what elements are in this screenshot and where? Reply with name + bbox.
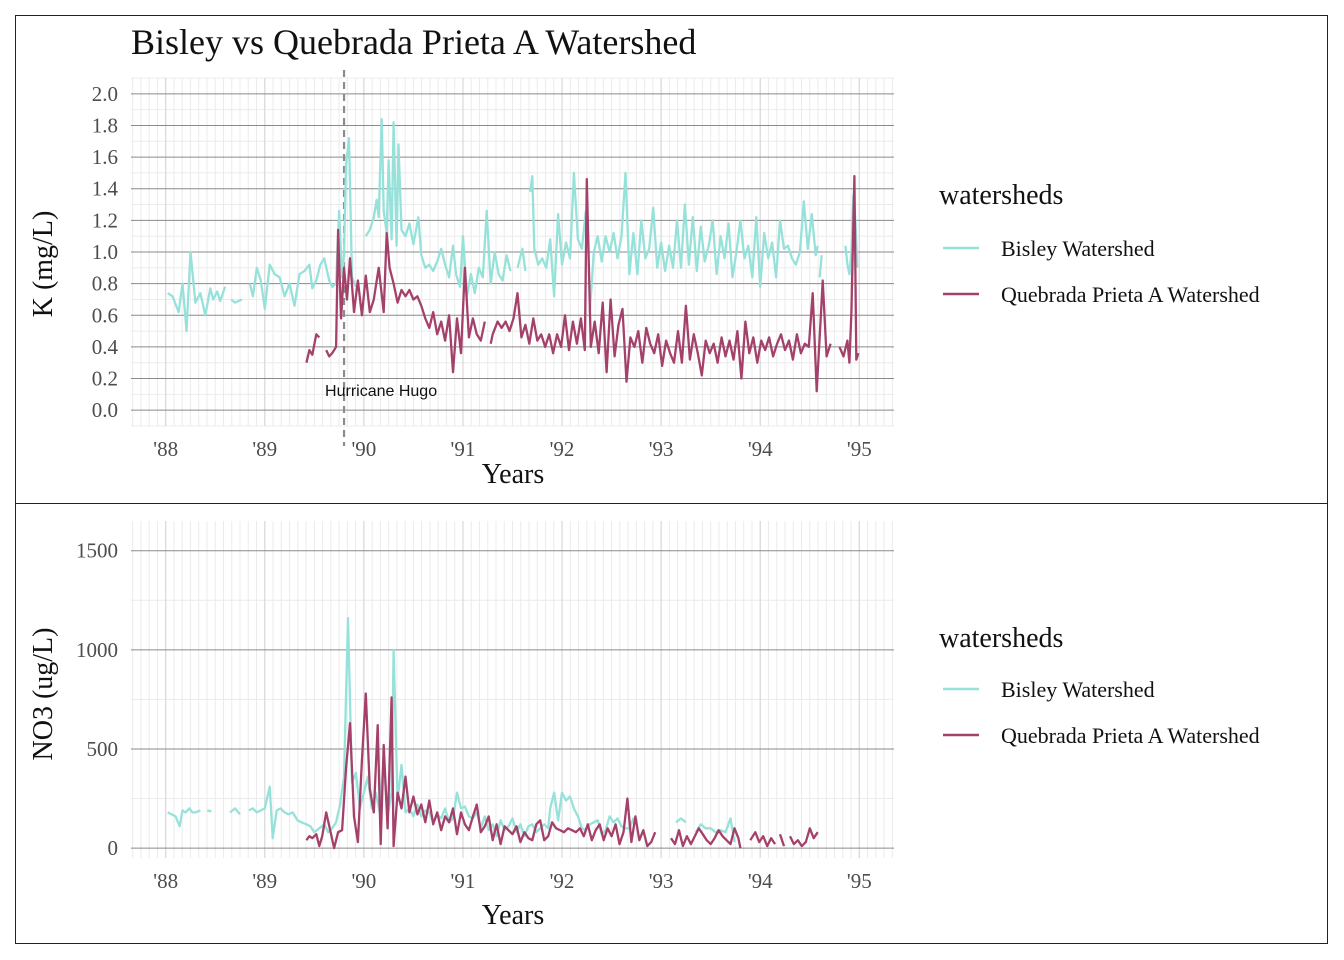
series-line-quebrada (670, 827, 742, 849)
series-line-bisley (248, 616, 638, 840)
series-line-bisley (207, 809, 212, 813)
y-tick-label: 1.2 (92, 208, 118, 232)
legend-label-bisley: Bisley Watershed (1001, 236, 1155, 261)
legend-title: watersheds (939, 180, 1063, 211)
series-line-quebrada (325, 228, 486, 374)
y-tick-label: 2.0 (92, 82, 118, 106)
y-tick-label: 0.0 (92, 398, 118, 422)
series-line-bisley (248, 136, 357, 311)
series-line-bisley (167, 250, 227, 333)
series-line-quebrada (788, 827, 819, 848)
hurricane-hugo-label: Hurricane Hugo (325, 383, 437, 400)
series-line-bisley (230, 298, 243, 304)
x-tick-label: '90 (351, 869, 376, 893)
y-tick-label: 1.8 (92, 113, 118, 137)
x-tick-label: '89 (252, 869, 277, 893)
series-line-quebrada (305, 692, 657, 850)
x-tick-label: '93 (649, 437, 674, 461)
y-tick-label: 0.8 (92, 272, 118, 296)
y-axis-title: NO3 (ug/L) (28, 628, 59, 761)
y-tick-label: 0.2 (92, 367, 118, 391)
legend-label-quebrada: Quebrada Prieta A Watershed (1001, 282, 1260, 307)
series-line-quebrada (305, 333, 321, 363)
plot-area: Hurricane Hugo '88 '89 '90 '91 '92 '93 '94 '95 0.… (92, 70, 894, 461)
series-line-bisley (516, 247, 527, 272)
x-tick-label: '90 (351, 437, 376, 461)
series-line-quebrada (749, 831, 777, 848)
series-line-quebrada (838, 174, 860, 364)
x-tick-label: '94 (748, 437, 773, 461)
plot-area: '88 '89 '90 '91 '92 '93 '94 '95 0 500 1000 1500 (76, 521, 894, 893)
x-tick-label: '89 (252, 437, 277, 461)
bottom-chart-panel: '88 '89 '90 '91 '92 '93 '94 '95 0 500 1000 1500 Yea… (15, 503, 1328, 944)
x-axis-title: Years (482, 459, 545, 490)
y-tick-label: 0.6 (92, 303, 118, 327)
x-tick-label: '91 (451, 869, 476, 893)
series-line-bisley (694, 817, 736, 843)
x-tick-label: '93 (649, 869, 674, 893)
x-tick-label: '95 (847, 869, 872, 893)
x-tick-label: '88 (153, 869, 178, 893)
legend-label-bisley: Bisley Watershed (1001, 677, 1155, 702)
y-tick-label: 1.4 (92, 177, 119, 201)
legend: watersheds Bisley Watershed Quebrada Pri… (939, 180, 1260, 307)
legend-title: watersheds (939, 623, 1063, 654)
y-tick-label: 1.0 (92, 240, 118, 264)
x-tick-label: '92 (550, 869, 575, 893)
y-tick-label: 1.6 (92, 145, 118, 169)
series-line-quebrada (778, 833, 786, 847)
y-tick-label: 0 (108, 836, 119, 860)
y-tick-label: 1000 (76, 638, 118, 662)
y-tick-label: 0.4 (92, 335, 119, 359)
y-axis-title: K (mg/L) (28, 211, 59, 318)
series-line-quebrada (489, 178, 832, 393)
series-line-bisley (818, 255, 823, 278)
x-axis-title: Years (482, 900, 545, 931)
series-line-bisley (675, 817, 687, 824)
y-tick-label: 1500 (76, 539, 118, 563)
no3-concentration-chart: '88 '89 '90 '91 '92 '93 '94 '95 0 500 1000 1500 Yea… (28, 521, 1260, 931)
x-tick-label: '91 (451, 437, 476, 461)
x-tick-label: '94 (748, 869, 773, 893)
series-line-bisley (588, 171, 819, 313)
x-tick-label: '92 (550, 437, 575, 461)
legend: watersheds Bisley Watershed Quebrada Pri… (939, 623, 1260, 748)
legend-label-quebrada: Quebrada Prieta A Watershed (1001, 723, 1260, 748)
y-tick-label: 500 (87, 737, 119, 761)
top-chart-panel: Bisley vs Quebrada Prieta A Watershed Hu… (15, 15, 1328, 505)
series-line-bisley (529, 171, 587, 298)
x-tick-label: '95 (847, 437, 872, 461)
k-concentration-chart: Bisley vs Quebrada Prieta A Watershed Hu… (28, 22, 1260, 490)
series-line-bisley (229, 807, 241, 816)
series-line-bisley (364, 117, 512, 298)
series-line-bisley (167, 807, 201, 828)
chart-title: Bisley vs Quebrada Prieta A Watershed (131, 22, 696, 62)
x-tick-label: '88 (153, 437, 178, 461)
